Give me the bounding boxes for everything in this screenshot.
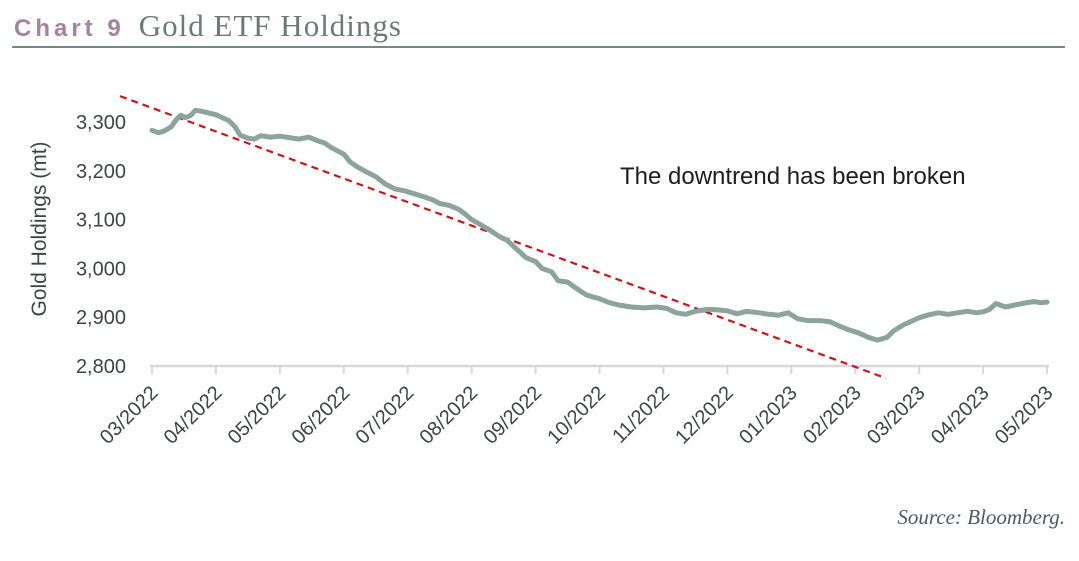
x-tick-label: 05/2023 xyxy=(991,382,1058,449)
y-tick-label: 3,300 xyxy=(76,112,126,134)
chart-header: Chart 9 Gold ETF Holdings xyxy=(14,8,402,44)
x-tick-label: 08/2022 xyxy=(416,382,483,449)
y-tick-label: 2,800 xyxy=(76,356,126,378)
x-tick-label: 09/2022 xyxy=(479,382,546,449)
x-tick-label: 02/2023 xyxy=(799,382,866,449)
y-tick-label: 3,100 xyxy=(76,210,126,232)
y-tick-label: 3,000 xyxy=(76,258,126,280)
y-tick-label: 3,200 xyxy=(76,161,126,183)
x-tick-label: 04/2023 xyxy=(927,382,994,449)
x-tick-label: 01/2023 xyxy=(735,382,802,449)
gold-holdings-series-line xyxy=(149,107,1050,343)
x-tick-label: 11/2022 xyxy=(608,382,674,448)
x-tick-label: 07/2022 xyxy=(352,382,419,449)
x-tick-label: 12/2022 xyxy=(671,382,738,449)
y-tick-label: 2,900 xyxy=(76,307,126,329)
x-tick-label: 03/2022 xyxy=(96,382,163,449)
source-attribution: Source: Bloomberg. xyxy=(897,505,1065,529)
x-tick-label: 04/2022 xyxy=(160,382,227,449)
header-divider-rule xyxy=(12,46,1065,48)
x-tick-label: 03/2023 xyxy=(863,382,930,449)
x-tick-label: 05/2022 xyxy=(224,382,291,449)
x-tick-label: 06/2022 xyxy=(288,382,355,449)
y-axis-title: Gold Holdings (mt) xyxy=(28,141,51,316)
x-tick-label: 10/2022 xyxy=(543,382,610,449)
chart-number-label: Chart 9 xyxy=(14,15,125,42)
chart-title: Gold ETF Holdings xyxy=(138,8,402,43)
chart-annotation: The downtrend has been broken xyxy=(620,163,966,190)
